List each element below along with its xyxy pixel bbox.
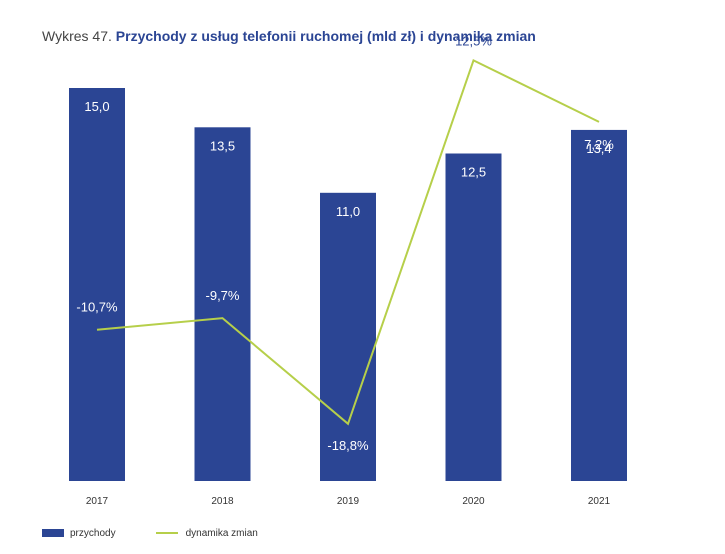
- bar-label-2020: 12,5: [461, 165, 486, 180]
- bar-label-2019: 11,0: [336, 204, 360, 219]
- legend-label-dynamics: dynamika zmian: [185, 527, 258, 539]
- x-tick-2017: 2017: [86, 496, 109, 507]
- chart-legend: przychody dynamika zmian: [42, 526, 258, 540]
- bar-2021: [571, 129, 627, 482]
- legend-label-revenue: przychody: [70, 527, 116, 539]
- dynamics-line: [96, 58, 600, 426]
- chart-title-main: Przychody z usług telefonii ruchomej (ml…: [115, 28, 536, 44]
- chart-title: Wykres 47. Przychody z usług telefonii r…: [42, 28, 536, 44]
- bar-label-2018: 13,5: [210, 138, 235, 153]
- x-tick-2021: 2021: [588, 496, 611, 507]
- line-label-2019: -18,8%: [327, 438, 369, 453]
- x-tick-2019: 2019: [337, 496, 360, 507]
- bar-label-2021: 13,4: [586, 141, 611, 156]
- x-tick-2020: 2020: [462, 496, 485, 507]
- line-label-2018: -9,7%: [206, 288, 240, 303]
- chart-title-prefix: Wykres 47.: [42, 28, 112, 44]
- legend-item-dynamics: dynamika zmian: [155, 527, 258, 539]
- line-label-2017: -10,7%: [76, 300, 118, 315]
- bar-2019: [320, 192, 376, 482]
- legend-swatch-line: [155, 532, 178, 534]
- bar-2017: [69, 88, 125, 481]
- bar-2020: [445, 153, 502, 481]
- bar-2018: [194, 127, 251, 482]
- legend-swatch-bar: [42, 529, 64, 537]
- x-tick-2018: 2018: [211, 496, 234, 507]
- legend-item-revenue: przychody: [42, 528, 116, 539]
- bar-label-2017: 15,0: [84, 99, 109, 114]
- line-label-2020: 12,5%: [455, 33, 492, 48]
- line-label-2021: 7,2%: [584, 137, 614, 152]
